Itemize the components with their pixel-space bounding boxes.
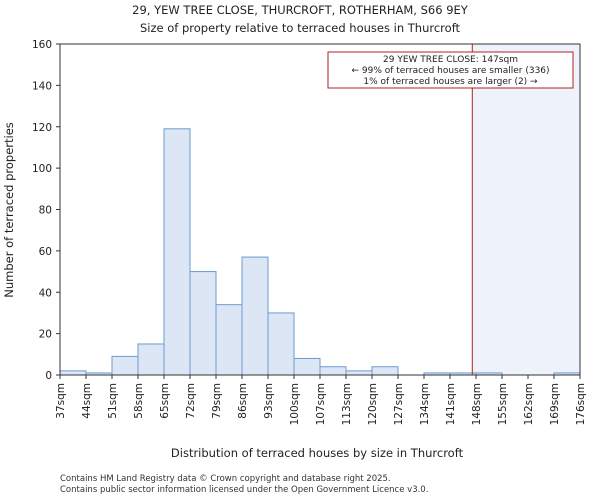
bar (293, 357, 321, 376)
bar (111, 355, 139, 376)
y-tick-label: 60 (39, 246, 52, 258)
annotation-line: 1% of terraced houses are larger (2) → (363, 77, 538, 87)
y-tick-label: 80 (39, 205, 52, 217)
y-axis-title: Number of terraced properties (2, 122, 16, 298)
x-tick-label: 162sqm (523, 383, 535, 425)
x-tick-label: 127sqm (393, 383, 405, 425)
chart-title: 29, YEW TREE CLOSE, THURCROFT, ROTHERHAM… (132, 3, 469, 17)
bar (163, 128, 191, 376)
x-tick-label: 86sqm (237, 383, 249, 419)
plot-area: 0 20 40 60 80 100 120 140 160 37sqm 44sqm 51sqm 58sq… (32, 39, 587, 425)
x-tick-label: 37sqm (55, 383, 67, 419)
bar (345, 370, 373, 376)
annotation-line: 29 YEW TREE CLOSE: 147sqm (383, 55, 518, 65)
footer-copyright: Contains HM Land Registry data © Crown c… (60, 474, 391, 484)
x-tick-label: 169sqm (549, 383, 561, 425)
y-tick-label: 140 (32, 80, 52, 92)
bar (241, 256, 269, 376)
x-tick-label: 58sqm (133, 383, 145, 419)
bar (267, 312, 295, 376)
x-axis-title: Distribution of terraced houses by size … (171, 446, 464, 460)
x-tick-label: 93sqm (263, 383, 275, 419)
y-tick-label: 160 (32, 39, 52, 51)
bar (137, 343, 165, 376)
marker-shade (472, 44, 580, 375)
bar (319, 366, 347, 376)
x-tick-label: 113sqm (341, 383, 353, 425)
y-tick-label: 120 (32, 122, 52, 134)
x-tick-label: 65sqm (159, 383, 171, 419)
y-tick-label: 0 (45, 370, 52, 382)
x-tick-label: 120sqm (367, 383, 379, 425)
x-tick-label: 107sqm (315, 383, 327, 425)
footer-licence: Contains public sector information licen… (60, 485, 429, 495)
x-tick-label: 176sqm (575, 383, 587, 425)
x-tick-label: 51sqm (107, 383, 119, 419)
y-tick-label: 20 (39, 329, 52, 341)
x-tick-label: 155sqm (497, 383, 509, 425)
x-tick-label: 72sqm (185, 383, 197, 419)
x-tick-label: 44sqm (81, 383, 93, 419)
x-tick-label: 134sqm (419, 383, 431, 425)
y-tick-label: 100 (32, 163, 52, 175)
x-tick-label: 100sqm (289, 383, 301, 425)
annotation-box (327, 51, 574, 89)
chart-subtitle: Size of property relative to terraced ho… (140, 21, 461, 35)
bar (215, 304, 243, 376)
annotation-line: ← 99% of terraced houses are smaller (33… (351, 66, 549, 76)
bar (189, 271, 217, 376)
x-tick-label: 79sqm (211, 383, 223, 419)
x-tick-label: 141sqm (445, 383, 457, 425)
x-tick-label: 148sqm (471, 383, 483, 425)
y-tick-label: 40 (39, 287, 52, 299)
bar (59, 370, 87, 376)
bar (371, 366, 399, 376)
